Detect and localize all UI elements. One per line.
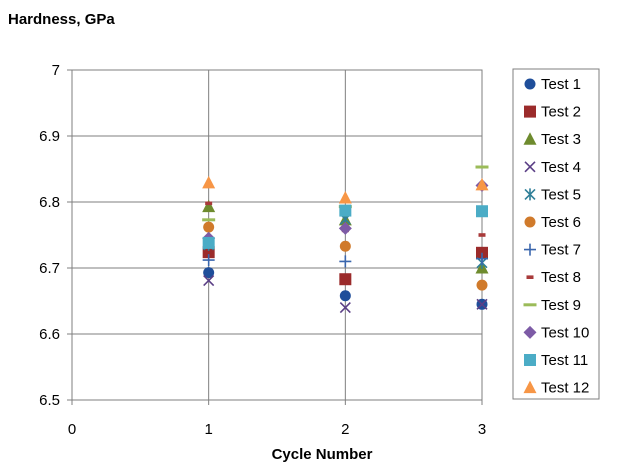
data-point-test6-cycle1 [203, 221, 215, 233]
legend-item-test-7: Test 7 [524, 242, 581, 259]
data-point-test6-cycle2 [339, 240, 351, 252]
legend-item-test-9: Test 9 [523, 297, 581, 314]
data-point-test10-cycle2 [338, 221, 352, 235]
legend-marker-test-9 [523, 303, 537, 307]
x-axis-title: Cycle Number [272, 446, 373, 463]
legend-marker-test-12 [523, 380, 537, 394]
data-point-test11-cycle2 [339, 204, 352, 217]
data-point-test12-cycle1 [202, 175, 216, 189]
legend-marker-test-4 [524, 161, 536, 173]
x-tick-label: 3 [478, 421, 486, 438]
data-point-test7-cycle2 [339, 255, 352, 268]
legend-label: Test 9 [541, 297, 581, 314]
legend-marker-test-1 [524, 78, 536, 90]
x-tick-label: 2 [341, 421, 349, 438]
data-point-test9-cycle1 [202, 218, 216, 222]
legend-item-test-4: Test 4 [524, 159, 581, 176]
y-tick-label: 6.8 [39, 194, 60, 211]
legend-marker-test-11 [524, 354, 536, 366]
legend-label: Test 6 [541, 214, 581, 231]
legend-box [512, 68, 600, 400]
legend-label: Test 10 [541, 324, 589, 341]
legend: Test 1 Test 2 Test 3 Test 4 Test 5 Test 6 Test… [523, 76, 589, 397]
legend-marker-test-3 [523, 132, 537, 145]
y-tick-label: 6.6 [39, 326, 60, 343]
legend-label: Test 4 [541, 159, 581, 176]
legend-label: Test 7 [541, 242, 581, 259]
data-points [202, 165, 489, 314]
legend-item-test-6: Test 6 [524, 214, 581, 231]
data-point-test7-cycle3 [476, 252, 488, 265]
legend-label: Test 12 [541, 380, 589, 397]
x-axis-ticks: 0 1 2 3 [68, 400, 486, 438]
data-point-test12-cycle3 [475, 177, 489, 191]
data-point-test12-cycle2 [338, 191, 352, 204]
data-point-test11-cycle1 [202, 236, 215, 249]
data-point-test8-cycle3 [478, 233, 486, 237]
y-axis-ticks: 6.5 6.6 6.7 6.8 6.9 7 [39, 62, 72, 409]
legend-label: Test 2 [541, 104, 581, 121]
x-tick-label: 0 [68, 421, 76, 438]
legend-marker-test-8 [526, 275, 534, 279]
data-point-test2-cycle2 [339, 273, 352, 286]
data-point-test4-cycle3 [476, 298, 488, 310]
plot-area-frame [71, 69, 483, 401]
y-tick-label: 6.7 [39, 260, 60, 277]
data-point-test11-cycle3 [476, 205, 488, 218]
legend-marker-test-5 [524, 188, 536, 201]
data-point-test6-cycle3 [476, 279, 488, 291]
data-point-test2-cycle1 [202, 246, 215, 259]
grid-lines [71, 69, 483, 401]
legend-marker-test-2 [524, 105, 536, 118]
legend-label: Test 5 [541, 186, 581, 203]
data-point-test4-cycle1 [203, 274, 215, 287]
legend-label: Test 11 [541, 352, 588, 369]
data-point-test1-cycle1 [203, 267, 215, 279]
data-point-test3-cycle1 [202, 199, 216, 213]
legend-marker-test-7 [524, 243, 536, 256]
data-point-test7-cycle1 [202, 254, 215, 267]
y-axis-title: Hardness, GPa [8, 11, 115, 28]
legend-item-test-2: Test 2 [524, 104, 581, 121]
data-point-test1-cycle2 [339, 290, 351, 302]
data-point-test9-cycle3 [475, 165, 489, 169]
y-tick-label: 7 [52, 62, 60, 79]
legend-item-test-11: Test 11 [524, 352, 588, 369]
y-tick-label: 6.9 [39, 128, 60, 145]
legend-label: Test 3 [541, 131, 581, 148]
legend-item-test-10: Test 10 [523, 324, 589, 341]
data-point-test8-cycle1 [205, 201, 213, 206]
legend-marker-test-6 [524, 216, 536, 228]
legend-item-test-5: Test 5 [524, 186, 581, 203]
legend-item-test-8: Test 8 [526, 269, 581, 286]
legend-label: Test 1 [541, 76, 581, 93]
legend-item-test-3: Test 3 [523, 131, 581, 148]
legend-item-test-1: Test 1 [524, 76, 581, 93]
x-tick-label: 1 [204, 421, 212, 438]
data-point-test4-cycle2 [339, 302, 351, 314]
y-tick-label: 6.5 [39, 392, 60, 409]
legend-item-test-12: Test 12 [523, 380, 589, 397]
legend-label: Test 8 [541, 269, 581, 286]
legend-marker-test-10 [523, 325, 537, 339]
